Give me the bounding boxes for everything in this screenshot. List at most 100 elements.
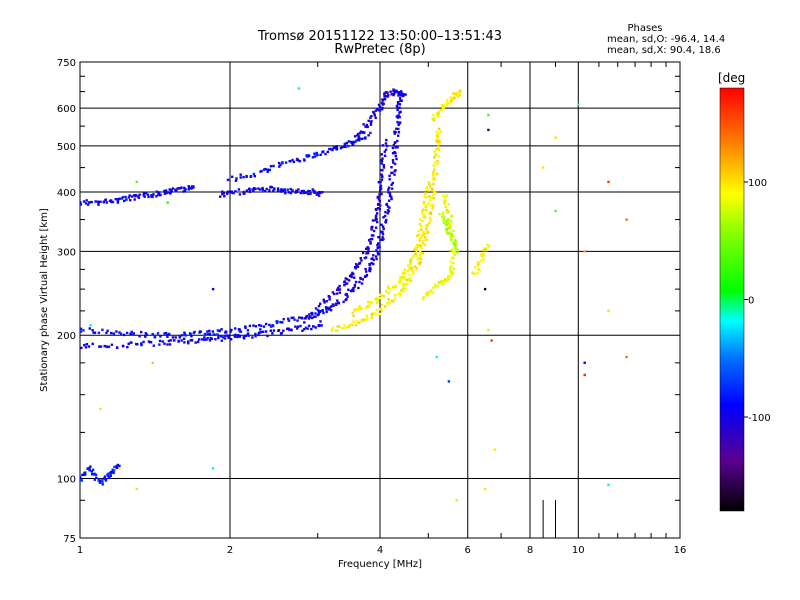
trace-point (361, 278, 365, 281)
trace-point (318, 310, 322, 313)
trace-point (266, 334, 269, 338)
trace-point (303, 321, 306, 324)
trace-point (347, 140, 351, 143)
trace-point (369, 241, 372, 244)
trace-point (453, 96, 456, 100)
trace-point (272, 164, 275, 168)
trace-point (394, 154, 397, 158)
trace-point (347, 288, 350, 291)
trace-point (150, 194, 153, 197)
trace-point (156, 332, 160, 335)
trace-point (144, 191, 148, 195)
trace-point (304, 191, 307, 194)
trace-point (387, 301, 390, 304)
trace-point (345, 326, 348, 329)
trace-point (319, 324, 322, 327)
trace-point (432, 196, 435, 200)
trace-point (396, 146, 399, 149)
trace-point (338, 291, 341, 294)
trace-point (130, 341, 133, 344)
trace-point (357, 286, 360, 290)
trace-point (92, 473, 95, 476)
trace-point (380, 159, 384, 162)
trace-point (378, 106, 382, 109)
trace-point (437, 148, 441, 151)
trace-point (482, 248, 485, 252)
trace-point (392, 144, 396, 147)
trace-point (397, 123, 400, 127)
trace-point (422, 215, 425, 218)
trace-point (287, 319, 290, 322)
trace-point (449, 275, 452, 279)
trace-point (435, 153, 438, 156)
trace-point (408, 273, 411, 277)
trace-point (103, 344, 106, 348)
trace-point (406, 269, 409, 273)
trace-point (210, 337, 213, 340)
trace-point (445, 219, 449, 223)
trace-point (320, 324, 323, 327)
trace-point (387, 94, 390, 97)
trace-point (80, 346, 83, 350)
trace-point (238, 193, 242, 196)
trace-point (445, 194, 448, 197)
trace-point (397, 134, 400, 137)
trace-point (401, 276, 404, 279)
trace-point (451, 99, 454, 102)
stats-line-x: mean, sd,X: 90.4, 18.6 (607, 45, 721, 56)
trace-point (218, 329, 221, 333)
trace-point (436, 159, 439, 163)
trace-point (307, 324, 311, 328)
trace-point (392, 89, 395, 93)
trace-point (419, 218, 422, 221)
trace-point (378, 312, 381, 316)
trace-point (409, 259, 412, 263)
trace-point (388, 178, 391, 181)
trace-point (357, 307, 360, 310)
trace-point (372, 258, 375, 262)
trace-point (403, 290, 406, 293)
trace-point (329, 309, 333, 312)
trace-point (359, 276, 362, 280)
y-tick-label: 600 (57, 104, 76, 115)
trace-point (401, 287, 405, 291)
trace-point (227, 190, 230, 194)
trace-point (290, 316, 293, 320)
trace-point (193, 330, 196, 334)
trace-point (425, 224, 429, 227)
trace-point (184, 334, 187, 337)
trace-point (237, 188, 241, 191)
trace-point (125, 198, 128, 201)
trace-point (97, 478, 100, 481)
trace-point (419, 253, 422, 256)
trace-point (288, 328, 291, 332)
trace-point (260, 169, 263, 173)
trace-point (361, 251, 365, 255)
trace-point (336, 325, 339, 328)
trace-point (294, 191, 297, 194)
trace-point (402, 286, 405, 289)
trace-point (372, 234, 375, 237)
trace-point (377, 198, 381, 201)
trace-point (417, 233, 420, 236)
trace-point (409, 279, 413, 282)
trace-point (257, 187, 260, 190)
trace-point (390, 93, 393, 96)
trace-point (98, 345, 101, 348)
trace-point (183, 337, 186, 340)
trace-point (257, 333, 260, 337)
trace-point (222, 192, 226, 195)
trace-point (244, 325, 247, 328)
trace-point (279, 320, 282, 324)
trace-point (386, 292, 390, 295)
trace-point (234, 190, 237, 193)
trace-point (246, 332, 250, 335)
trace-point (105, 201, 109, 204)
trace-point (480, 253, 483, 256)
trace-point (328, 298, 331, 301)
trace-point (254, 325, 258, 328)
trace-point (446, 278, 450, 281)
trace-point (386, 302, 390, 306)
trace-point (237, 334, 240, 337)
trace-point (447, 226, 450, 230)
